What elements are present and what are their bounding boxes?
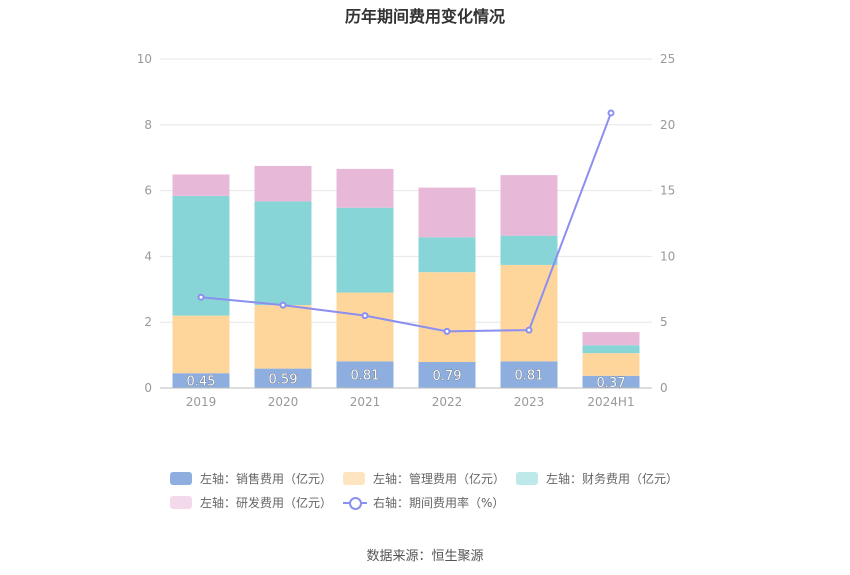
legend-swatch-rd (170, 496, 192, 509)
bar-segment (172, 174, 230, 196)
y-right-tick-label: 20 (660, 118, 675, 132)
y-right-tick-label: 15 (660, 184, 675, 198)
y-left-tick-label: 8 (144, 118, 152, 132)
legend-label-admin: 左轴：管理费用（亿元） (373, 472, 506, 486)
bar-data-label: 0.81 (351, 369, 380, 384)
bar-segment (582, 332, 640, 346)
bar-segment (172, 373, 230, 388)
bar-data-label: 0.79 (433, 369, 462, 384)
legend-item-admin[interactable]: 左轴：管理费用（亿元） (343, 470, 505, 487)
expense-ratio-point (607, 109, 615, 117)
bar-segment (500, 361, 558, 388)
bar-segment (336, 361, 394, 388)
bar-segment (418, 272, 476, 363)
x-tick-label: 2022 (432, 395, 463, 409)
expense-ratio-point (197, 293, 205, 301)
bar-segment (254, 368, 312, 388)
data-source: 数据来源：恒生聚源 (366, 549, 484, 564)
bar-segment (336, 168, 394, 208)
x-tick-label: 2020 (268, 395, 299, 409)
legend-item-expense-ratio[interactable]: 右轴：期间费用率（%） (343, 494, 504, 511)
bar-segment (500, 235, 558, 265)
bar-segment (254, 165, 312, 202)
legend-label-rd: 左轴：研发费用（亿元） (200, 496, 333, 510)
bar-segment (500, 175, 558, 236)
legend-label-expense-ratio: 右轴：期间费用率（%） (373, 496, 505, 510)
bar-segment (254, 201, 312, 306)
legend-line-marker-icon (343, 496, 367, 510)
expense-ratio-point (279, 301, 287, 309)
bar-segment (172, 315, 230, 374)
y-left-tick-label: 10 (137, 52, 152, 66)
bar-segment (418, 237, 476, 273)
legend-swatch-sales (170, 472, 192, 485)
x-tick-label: 2021 (350, 395, 381, 409)
bar-data-label: 0.37 (597, 376, 626, 391)
bar-segment (418, 362, 476, 388)
bar-data-label: 0.45 (187, 375, 216, 390)
y-right-tick-label: 5 (660, 315, 668, 329)
legend-item-sales[interactable]: 左轴：销售费用（亿元） (170, 470, 332, 487)
bar-segment (418, 187, 476, 238)
y-left-tick-label: 0 (144, 381, 152, 395)
bar-segment (336, 207, 394, 293)
bar-data-label: 0.81 (515, 369, 544, 384)
chart: 0 2 4 6 8 10 0 5 10 15 20 25 0.45 0.59 0.81 0.79 0.81 0.3… (137, 52, 676, 409)
y-right-tick-label: 25 (660, 52, 675, 66)
legend-label-finance: 左轴：财务费用（亿元） (546, 472, 679, 486)
y-left-tick-label: 6 (144, 184, 152, 198)
y-right-tick-label: 10 (660, 249, 675, 263)
bar-segment (254, 305, 312, 369)
bar-segment (582, 345, 640, 354)
expense-ratio-point (525, 326, 533, 334)
expense-ratio-point (361, 312, 369, 320)
bar-segment (582, 375, 640, 388)
bar-segment (582, 353, 640, 376)
x-tick-label: 2024H1 (587, 395, 634, 409)
bar-segment (336, 292, 394, 362)
legend-label-sales: 左轴：销售费用（亿元） (200, 472, 333, 486)
y-left-tick-label: 2 (144, 315, 152, 329)
legend-swatch-admin (343, 472, 365, 485)
chart-title: 历年期间费用变化情况 (344, 7, 505, 26)
legend-swatch-finance (516, 472, 538, 485)
x-tick-label: 2023 (514, 395, 545, 409)
expense-ratio-line (200, 112, 612, 333)
x-tick-label: 2019 (186, 395, 217, 409)
y-left-tick-label: 4 (144, 249, 152, 263)
bar-data-label: 0.59 (269, 372, 298, 387)
y-right-tick-label: 0 (660, 381, 668, 395)
legend-item-finance[interactable]: 左轴：财务费用（亿元） (516, 470, 678, 487)
legend-item-rd[interactable]: 左轴：研发费用（亿元） (170, 494, 332, 511)
expense-ratio-point (443, 327, 451, 335)
